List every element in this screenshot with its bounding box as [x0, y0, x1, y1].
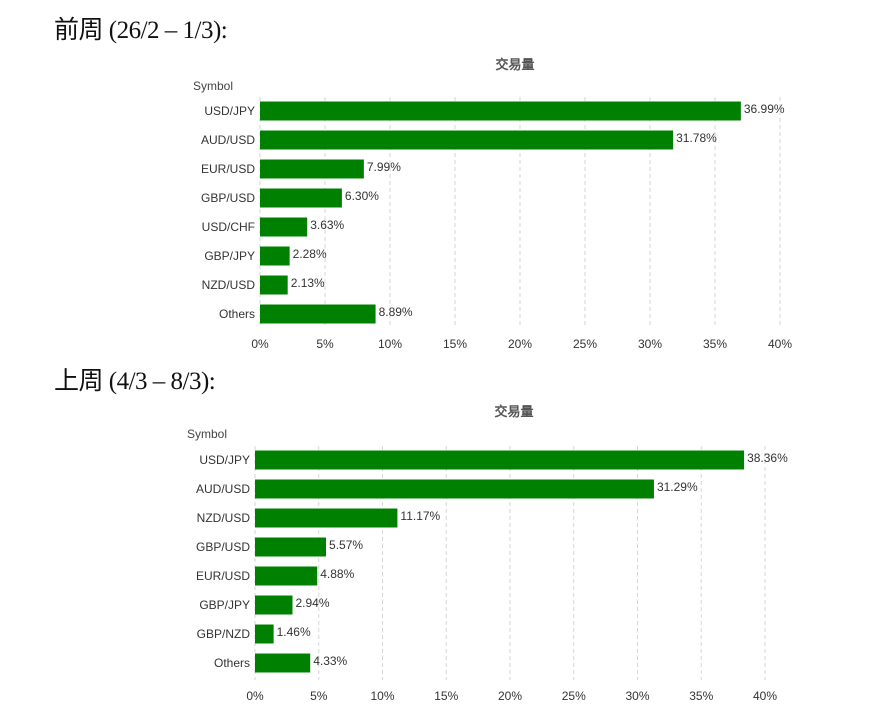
- category-label: GBP/USD: [196, 540, 250, 554]
- bar: [260, 304, 376, 324]
- bar: [255, 508, 398, 528]
- x-tick-label: 5%: [310, 689, 328, 703]
- data-label: 2.28%: [293, 247, 327, 261]
- data-label: 11.17%: [400, 509, 440, 523]
- x-tick-label: 30%: [638, 337, 662, 351]
- x-tick-label: 40%: [768, 337, 792, 351]
- chart-title: 交易量: [495, 57, 534, 72]
- data-label: 1.46%: [277, 625, 311, 639]
- category-label: USD/CHF: [202, 220, 255, 234]
- category-label: GBP/USD: [201, 191, 255, 205]
- data-label: 2.13%: [291, 276, 325, 290]
- data-label: 31.78%: [676, 131, 717, 145]
- x-tick-label: 10%: [378, 337, 402, 351]
- category-label: EUR/USD: [196, 569, 250, 583]
- category-axis-label: Symbol: [193, 79, 233, 93]
- bar: [255, 479, 654, 499]
- x-tick-label: 35%: [689, 689, 713, 703]
- x-tick-label: 40%: [753, 689, 777, 703]
- data-label: 7.99%: [367, 160, 401, 174]
- bar: [260, 217, 308, 237]
- data-label: 4.33%: [313, 654, 347, 668]
- chart-title: 交易量: [494, 404, 533, 419]
- data-label: 8.89%: [379, 305, 413, 319]
- category-label: Others: [219, 307, 255, 321]
- bar: [255, 595, 293, 615]
- x-tick-label: 15%: [434, 689, 458, 703]
- category-label: Others: [214, 656, 250, 670]
- bar: [255, 450, 745, 470]
- x-tick-label: 25%: [562, 689, 586, 703]
- data-label: 5.57%: [329, 538, 363, 552]
- x-tick-label: 15%: [443, 337, 467, 351]
- category-label: AUD/USD: [201, 133, 255, 147]
- x-tick-label: 10%: [370, 689, 394, 703]
- bar: [255, 537, 327, 557]
- bar: [260, 275, 288, 295]
- data-label: 4.88%: [320, 567, 354, 581]
- section-heading-previous-week: 前周 (26/2 – 1/3):: [54, 17, 228, 44]
- x-tick-label: 20%: [508, 337, 532, 351]
- category-label: EUR/USD: [201, 162, 255, 176]
- data-label: 38.36%: [747, 451, 788, 465]
- data-label: 2.94%: [295, 596, 329, 610]
- x-tick-label: 0%: [246, 689, 264, 703]
- bar: [260, 188, 342, 208]
- data-label: 31.29%: [657, 480, 698, 494]
- data-label: 3.63%: [310, 218, 344, 232]
- x-tick-label: 25%: [573, 337, 597, 351]
- section-heading-last-week: 上周 (4/3 – 8/3):: [54, 368, 216, 395]
- bar: [260, 159, 364, 179]
- category-label: NZD/USD: [202, 278, 256, 292]
- x-tick-label: 30%: [625, 689, 649, 703]
- data-label: 6.30%: [345, 189, 379, 203]
- category-label: AUD/USD: [196, 482, 250, 496]
- category-label: GBP/JPY: [199, 598, 250, 612]
- x-tick-label: 20%: [498, 689, 522, 703]
- bar: [260, 246, 290, 266]
- bar: [255, 566, 318, 586]
- x-tick-label: 0%: [251, 337, 269, 351]
- bar: [255, 653, 311, 673]
- bar: [260, 130, 674, 150]
- category-axis-label: Symbol: [187, 427, 227, 441]
- volume-bar-chart-previous-week: 交易量 Symbol 0% 5% 10% 15% 20% 25% 30% 35% 40% USD/JP…: [193, 57, 792, 351]
- category-label: NZD/USD: [197, 511, 251, 525]
- category-label: GBP/NZD: [197, 627, 251, 641]
- x-tick-label: 35%: [703, 337, 727, 351]
- bar: [255, 624, 274, 644]
- category-label: GBP/JPY: [204, 249, 255, 263]
- category-label: USD/JPY: [199, 453, 250, 467]
- data-label: 36.99%: [744, 102, 785, 116]
- category-label: USD/JPY: [204, 104, 255, 118]
- x-tick-label: 5%: [316, 337, 334, 351]
- bar: [260, 101, 741, 121]
